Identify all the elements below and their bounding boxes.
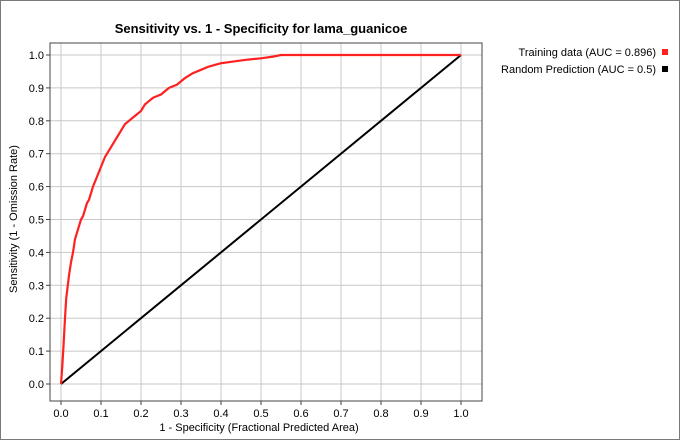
- series-layer: [59, 53, 462, 385]
- x-tick-label: 1.0: [453, 408, 468, 420]
- y-tick-label: 0.1: [29, 346, 44, 358]
- plot-border: [49, 42, 483, 402]
- y-tick-label: 0.0: [29, 379, 44, 391]
- y-tick-label: 0.5: [29, 215, 44, 227]
- x-tick-label: 0.3: [173, 408, 188, 420]
- y-tick-label: 0.8: [29, 116, 44, 128]
- x-tick-label: 0.0: [53, 408, 68, 420]
- y-axis: 0.0 0.1 0.2 0.3 0.4 0.5 0.6 0.7 0.8 0.9 1.0: [29, 50, 50, 391]
- plot-area: [50, 43, 482, 401]
- chart-title: Sensitivity vs. 1 - Specificity for lama…: [115, 21, 408, 36]
- x-tick-label: 0.5: [253, 408, 268, 420]
- x-axis-label: 1 - Specificity (Fractional Predicted Ar…: [159, 422, 358, 434]
- x-tick-label: 0.1: [93, 408, 108, 420]
- y-tick-label: 1.0: [29, 50, 44, 62]
- training-data-curve: [59, 53, 461, 385]
- legend-label: Training data (AUC = 0.896): [519, 47, 656, 59]
- legend-swatch: [662, 49, 668, 55]
- y-tick-label: 0.3: [29, 280, 44, 292]
- x-tick-label: 0.8: [373, 408, 388, 420]
- random-prediction-line: [60, 54, 462, 385]
- y-tick-label: 0.9: [29, 83, 44, 95]
- x-tick-label: 0.6: [293, 408, 308, 420]
- legend: Training data (AUC = 0.896) Random Predic…: [501, 47, 668, 76]
- x-axis: 0.0 0.1 0.2 0.3 0.4 0.5 0.6 0.7 0.8 0.9 1.0: [53, 401, 469, 420]
- y-axis-label: Sensitivity (1 - Omission Rate): [8, 145, 20, 293]
- x-tick-label: 0.7: [333, 408, 348, 420]
- y-tick-label: 0.6: [29, 182, 44, 194]
- x-tick-label: 0.4: [213, 408, 228, 420]
- y-tick-label: 0.2: [29, 313, 44, 325]
- y-tick-label: 0.7: [29, 149, 44, 161]
- x-tick-label: 0.2: [133, 408, 148, 420]
- legend-label: Random Prediction (AUC = 0.5): [501, 64, 656, 76]
- x-tick-label: 0.9: [413, 408, 428, 420]
- y-tick-label: 0.4: [29, 247, 44, 259]
- legend-swatch: [662, 66, 668, 72]
